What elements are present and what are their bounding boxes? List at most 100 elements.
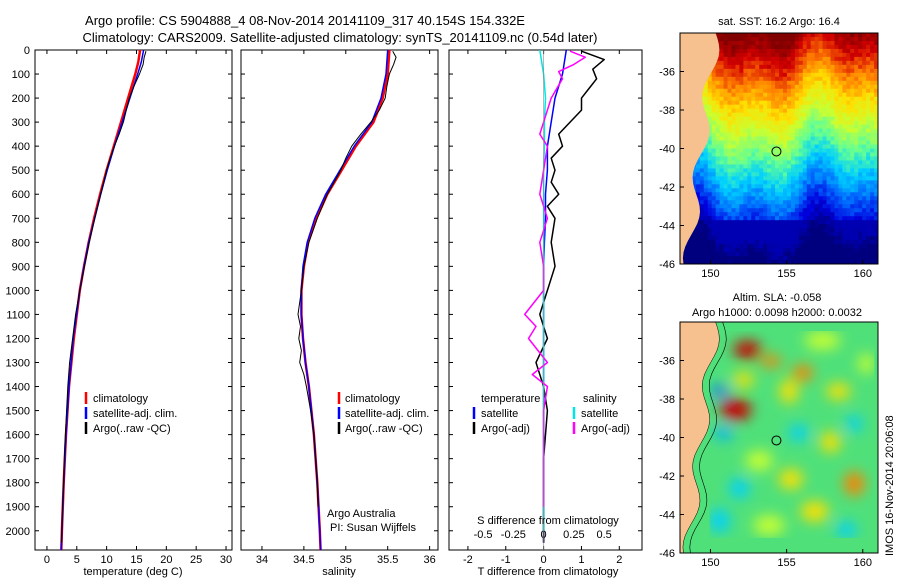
sst-cell	[759, 104, 764, 110]
sst-cell	[731, 108, 737, 114]
sst-cell	[779, 196, 784, 201]
sst-cell	[838, 196, 843, 201]
sst-cell	[723, 64, 729, 70]
sla-eddy	[729, 478, 750, 499]
sst-cell	[775, 180, 780, 185]
sst-cell	[874, 88, 878, 94]
lat-label: -46	[659, 548, 675, 560]
sst-cell	[842, 36, 847, 42]
sst-cell	[707, 208, 713, 213]
sst-cell	[826, 116, 832, 122]
sst-cell	[842, 252, 847, 257]
sst-cell	[826, 56, 832, 62]
sst-cell	[782, 136, 788, 142]
sst-cell	[743, 228, 748, 233]
sst-cell	[814, 36, 820, 42]
x-tick-label: 34.5	[293, 554, 314, 566]
sst-cell	[826, 140, 832, 146]
sst-cell	[739, 216, 744, 221]
sst-cell	[751, 144, 756, 150]
sst-cell	[790, 36, 796, 42]
sst-cell	[782, 144, 788, 150]
sst-cell	[707, 152, 713, 158]
sst-cell	[858, 68, 863, 74]
sst-cell	[739, 192, 744, 197]
sst-cell	[802, 100, 808, 106]
sst-cell	[723, 180, 729, 185]
sst-cell	[786, 33, 792, 38]
sst-cell	[719, 156, 725, 162]
sst-cell	[691, 228, 697, 233]
sst-cell	[798, 260, 804, 264]
sst-cell	[846, 228, 851, 233]
sst-cell	[794, 260, 800, 264]
sst-cell	[822, 120, 828, 126]
sst-cell	[846, 40, 851, 46]
sst-cell	[763, 72, 768, 78]
sst-cell	[854, 128, 859, 134]
sst-cell	[798, 224, 804, 229]
sst-cell	[858, 260, 863, 264]
sst-cell	[858, 64, 863, 70]
sst-cell	[842, 172, 847, 177]
sst-cell	[834, 184, 839, 189]
sst-cell	[874, 60, 878, 66]
pi-annotation-line-1: Argo Australia	[327, 508, 396, 520]
sst-cell	[806, 128, 812, 134]
sst-cell	[830, 92, 836, 98]
sst-cell	[834, 124, 839, 130]
sst-cell	[834, 148, 839, 154]
sst-cell	[798, 244, 804, 249]
sst-cell	[779, 128, 784, 134]
salinity-lines	[297, 50, 397, 550]
sst-cell	[826, 72, 832, 78]
sst-cell	[771, 108, 776, 114]
sst-cell	[862, 108, 867, 114]
difference-panel: -2 -1 0 1 2-0.5 -0.25 0 0.25 0.5 temperature sal…	[448, 49, 643, 578]
sst-cell	[691, 184, 697, 189]
sst-cell	[683, 256, 689, 261]
sst-cell	[794, 172, 800, 177]
sst-cell	[699, 232, 705, 237]
sst-cell	[822, 260, 828, 264]
sst-cell	[735, 152, 740, 158]
sst-cell	[775, 120, 780, 126]
sst-cell	[838, 260, 843, 264]
sst-cell	[818, 100, 824, 106]
sst-cell	[802, 56, 808, 62]
sst-cell	[731, 168, 737, 173]
sst-cell	[786, 260, 792, 264]
sst-cell	[711, 140, 717, 146]
sst-cell	[850, 160, 855, 166]
sst-cell	[866, 64, 871, 70]
sst-cell	[719, 200, 725, 205]
sst-cell	[874, 44, 878, 50]
sst-cell	[810, 172, 816, 177]
sst-cell	[790, 44, 796, 50]
sst-cell	[810, 148, 816, 154]
sst-cell	[838, 244, 843, 249]
sst-cell	[739, 208, 744, 213]
sst-cell	[794, 248, 800, 253]
sst-cell	[735, 72, 740, 78]
sst-cell	[767, 100, 772, 106]
sst-cell	[798, 116, 804, 122]
sst-cell	[743, 52, 748, 58]
sst-cell	[715, 256, 721, 261]
sst-cell	[822, 64, 828, 70]
sst-cell	[854, 144, 859, 150]
sst-cell	[779, 240, 784, 245]
sst-cell	[790, 160, 796, 166]
sst-cell	[747, 188, 752, 193]
sst-cell	[782, 232, 788, 237]
sst-cell	[735, 148, 740, 154]
sst-cell	[810, 196, 816, 201]
sst-cell	[699, 204, 705, 209]
sst-cell	[834, 208, 839, 213]
sst-cell	[794, 72, 800, 78]
sst-cell	[771, 148, 776, 154]
sst-cell	[755, 212, 760, 217]
sst-cell	[802, 256, 808, 261]
sst-cell	[802, 96, 808, 102]
sst-cell	[862, 196, 867, 201]
